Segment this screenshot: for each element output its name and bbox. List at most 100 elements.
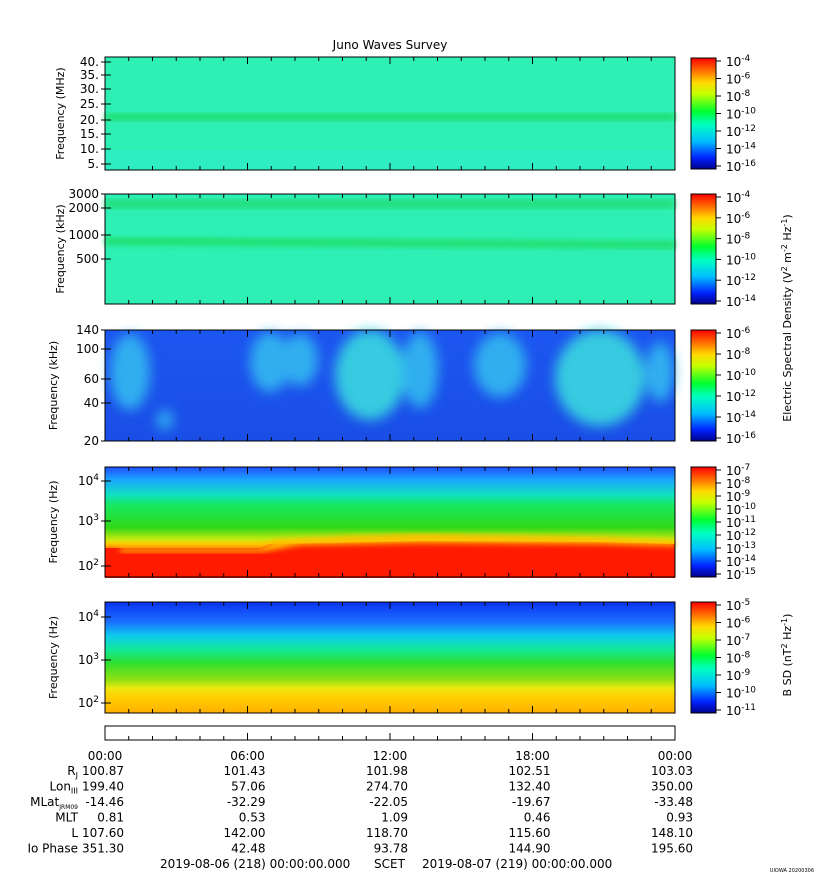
colorbar-4-tick-label: 10-12 xyxy=(726,528,756,543)
ephemeris-value: 101.98 xyxy=(366,764,408,778)
ephemeris-value: 118.70 xyxy=(366,826,408,840)
ephemeris-value: -19.67 xyxy=(512,795,551,809)
colorbar-4-tick-label: 10-15 xyxy=(726,567,756,582)
ephemeris-value: -32.29 xyxy=(227,795,266,809)
panel-3-ytick-label: 100 xyxy=(76,342,99,356)
panel-1-ytick-label: 5. xyxy=(88,157,99,171)
colorbar-5-tick-label: 10-8 xyxy=(726,651,751,666)
panel-5-spectrogram xyxy=(105,602,675,713)
colorbar-1-tick-label: 10-12 xyxy=(726,124,756,139)
ephemeris-value: -22.05 xyxy=(369,795,408,809)
colorbar-1-tick-label: 10-10 xyxy=(726,107,756,122)
time-range-label: SCET xyxy=(374,857,406,871)
ephemeris-value: 0.93 xyxy=(666,811,693,825)
ephemeris-value: 102.51 xyxy=(509,764,551,778)
ephemeris-value: 144.90 xyxy=(509,842,551,856)
colorbar-3 xyxy=(690,329,717,442)
colorbar-1-tick-label: 10-4 xyxy=(726,54,751,69)
panel-2-ylabel: Frequency (kHz) xyxy=(54,204,67,293)
ephemeris-label: RJ xyxy=(67,764,78,780)
panel-1-emission-line xyxy=(105,113,675,121)
panel-5-ytick-label: 104 xyxy=(78,609,99,624)
panel-2-ytick-label: 1000 xyxy=(68,228,99,242)
colorbar-label-magnetic: B SD (nT2 Hz-1) xyxy=(780,614,794,697)
panel-3-bursts xyxy=(110,330,674,430)
colorbar-label-electric: Electric Spectral Density (V2 m-2 Hz-1) xyxy=(780,214,794,421)
panel-1-ytick-label: 35. xyxy=(80,68,99,82)
colorbar-2-tick-label: 10-6 xyxy=(726,211,751,226)
ephemeris-value: 0.46 xyxy=(524,811,551,825)
panel-1-ytick-label: 10. xyxy=(80,142,99,156)
panel-3-ytick-label: 40 xyxy=(84,396,99,410)
ephemeris-value: 0.81 xyxy=(97,811,124,825)
ephemeris-value: 0.53 xyxy=(239,811,266,825)
panel-5-ylabel: Frequency (Hz) xyxy=(47,616,60,699)
panel-5-ytick-label: 103 xyxy=(78,652,99,667)
panel-2-emission-mid xyxy=(105,237,675,249)
colorbar-1-tick-label: 10-16 xyxy=(726,159,756,174)
figure-title: Juno Waves Survey xyxy=(332,38,448,52)
panel-4-ytick-label: 103 xyxy=(78,513,99,528)
ephemeris-value: 195.60 xyxy=(651,842,693,856)
ephemeris-value: 351.30 xyxy=(82,842,124,856)
panel-2-ytick-label: 500 xyxy=(76,252,99,266)
panel-1-axes: 40.35.30.25. 20.15.10.5. Frequency (MHz) 10… xyxy=(54,54,756,174)
ephemeris-value: 42.48 xyxy=(231,842,265,856)
panel-1-ytick-label: 30. xyxy=(80,82,99,96)
ephemeris-label: Io Phase xyxy=(27,842,78,856)
ephemeris-value: 350.00 xyxy=(651,780,693,794)
colorbar-2-tick-label: 10-4 xyxy=(726,190,751,205)
ephemeris-value: 132.40 xyxy=(509,780,551,794)
panel-1-ytick-label: 15. xyxy=(80,127,99,141)
colorbar-4-tick-label: 10-9 xyxy=(726,489,751,504)
ephemeris-value: -14.46 xyxy=(85,795,124,809)
panel-4-yellow-band xyxy=(120,534,675,552)
colorbar-4-tick-label: 10-8 xyxy=(726,476,751,491)
panel-4-ytick-label: 102 xyxy=(78,558,99,573)
colorbar-1 xyxy=(690,57,717,170)
time-range-start: 2019-08-06 (218) 00:00:00.000 xyxy=(160,857,350,871)
panel-4-ytick-label: 104 xyxy=(78,473,99,488)
ephemeris-value: 100.87 xyxy=(82,764,124,778)
panel-3-ytick-label: 60 xyxy=(84,372,99,386)
ephemeris-label: L xyxy=(71,826,78,840)
colorbar-2-tick-label: 10-8 xyxy=(726,232,751,247)
time-axis-label: 00:00 xyxy=(658,749,693,763)
colorbar-3-tick-label: 10-6 xyxy=(726,326,751,341)
colorbar-3-tick-label: 10-14 xyxy=(726,410,756,425)
ephemeris-value: 199.40 xyxy=(82,780,124,794)
colorbar-4-tick-label: 10-14 xyxy=(726,554,756,569)
time-axis: 00:00 06:00 12:00 18:00 00:00 xyxy=(88,733,693,763)
colorbar-3-tick-label: 10-12 xyxy=(726,389,756,404)
ephemeris-value: 101.43 xyxy=(224,764,266,778)
time-axis-label: 12:00 xyxy=(373,749,408,763)
axes-layer: 40.35.30.25. 20.15.10.5. Frequency (MHz) 10… xyxy=(27,54,794,871)
ephemeris-value: 93.78 xyxy=(374,842,408,856)
panel-2-ytick-label: 2000 xyxy=(68,201,99,215)
colorbar-2-tick-label: 10-14 xyxy=(726,294,756,309)
panel-3-ytick-label: 20 xyxy=(84,434,99,448)
time-axis-label: 06:00 xyxy=(230,749,265,763)
colorbar-1-tick-label: 10-6 xyxy=(726,72,751,87)
time-axis-label: 00:00 xyxy=(88,749,123,763)
colorbar-2 xyxy=(690,193,717,305)
panel-1-ytick-label: 25. xyxy=(80,97,99,111)
panel-2 xyxy=(104,193,676,305)
panel-5-axes: 104 103 102 Frequency (Hz) 10-5 10-6 10-7 10-8 1… xyxy=(47,598,756,718)
ephemeris-value: 148.10 xyxy=(651,826,693,840)
panel-1-ytick-label: 40. xyxy=(80,55,99,69)
ephemeris-value: -33.48 xyxy=(654,795,693,809)
time-axis-label: 18:00 xyxy=(515,749,550,763)
panel-2-spectrogram xyxy=(105,194,675,304)
ephemeris-value: 57.06 xyxy=(231,780,265,794)
ephemeris-label: MLatJRM09 xyxy=(30,795,78,811)
time-range-end: 2019-08-07 (219) 00:00:00.000 xyxy=(422,857,612,871)
panel-5-ytick-label: 102 xyxy=(78,695,99,710)
panel-2-ytick-label: 3000 xyxy=(68,187,99,201)
colorbar-3-tick-label: 10-8 xyxy=(726,347,751,362)
panel-3-ytick-label: 140 xyxy=(76,323,99,337)
ephemeris-value: 103.03 xyxy=(651,764,693,778)
panel-1-ylabel: Frequency (MHz) xyxy=(54,67,67,159)
